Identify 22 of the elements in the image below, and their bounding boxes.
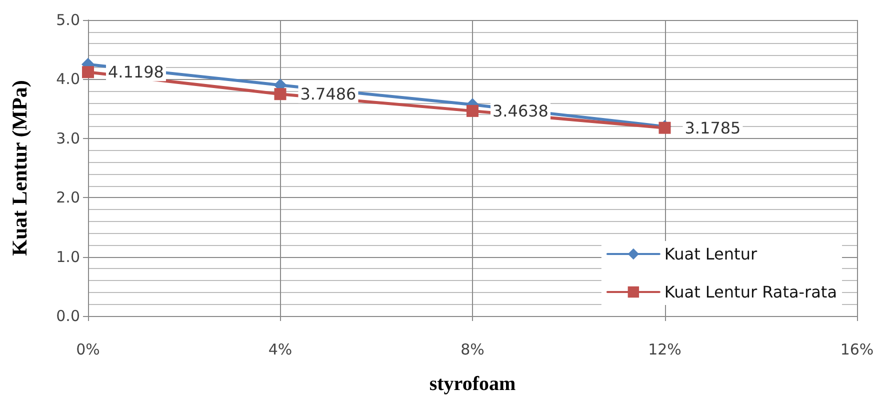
y-tick-label: 3.0 xyxy=(56,129,80,148)
x-tick-label: 8% xyxy=(460,340,484,358)
x-tick-label: 4% xyxy=(268,340,292,358)
y-tick-label: 0.0 xyxy=(56,307,80,325)
x-axis-title: styrofoam xyxy=(429,373,516,395)
legend-label: Kuat Lentur Rata-rata xyxy=(664,282,837,302)
point xyxy=(82,66,94,78)
legend-label: Kuat Lentur xyxy=(664,244,758,264)
y-tick-label: 5.0 xyxy=(56,11,80,29)
y-tick-label: 4.0 xyxy=(56,70,80,88)
data-label: 3.1785 xyxy=(684,118,741,138)
y-axis-title: Kuat Lentur (MPa) xyxy=(8,80,32,256)
x-tick-label: 0% xyxy=(76,340,100,358)
x-tick-label: 16% xyxy=(840,340,874,358)
point xyxy=(274,88,286,100)
y-tick-label: 1.0 xyxy=(56,248,80,266)
data-label: 3.7486 xyxy=(300,84,356,104)
point xyxy=(466,104,478,117)
x-tick-label: 12% xyxy=(648,340,682,358)
y-tick-label: 2.0 xyxy=(56,188,80,207)
data-label: 3.4638 xyxy=(492,101,548,120)
data-label: 4.1198 xyxy=(108,62,164,82)
